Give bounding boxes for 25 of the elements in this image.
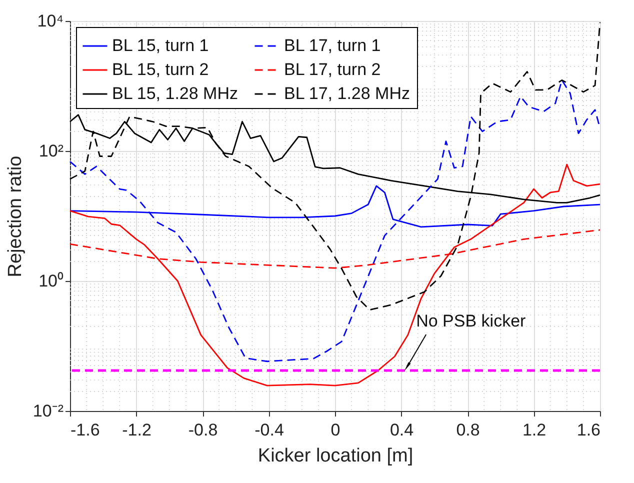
x-tick-label: 0 [330, 420, 340, 440]
x-tick-label: -0.4 [254, 420, 284, 440]
legend-label: BL 15, turn 2 [112, 60, 209, 79]
x-tick-label: 1.2 [522, 420, 546, 440]
line-series [69, 164, 601, 386]
line-series [69, 79, 601, 362]
x-tick-label: 0.4 [390, 420, 414, 440]
y-tick-label: 10⁰ [38, 272, 64, 290]
legend-label: BL 17, turn 2 [284, 60, 381, 79]
y-axis-title: Rejection ratio [4, 156, 26, 278]
line-series [69, 22, 601, 311]
x-tick-label: -1.2 [122, 420, 152, 440]
legend-label: BL 15, 1.28 MHz [112, 84, 238, 103]
legend-label: BL 17, 1.28 MHz [284, 84, 410, 103]
x-tick-label: 0.8 [456, 420, 480, 440]
legend-label: BL 15, turn 1 [112, 36, 209, 55]
x-tick-label: -0.8 [188, 420, 218, 440]
legend-label: BL 17, turn 1 [284, 36, 381, 55]
x-axis-title: Kicker location [m] [258, 446, 414, 466]
annotation: No PSB kicker [416, 312, 526, 331]
y-tick-label: 10² [38, 142, 64, 160]
x-tick-label: -1.6 [70, 420, 100, 440]
y-tick-label: 10⁴ [37, 12, 64, 30]
x-tick-label: 1.6 [576, 420, 600, 440]
y-tick-label: 10⁻² [32, 402, 64, 420]
